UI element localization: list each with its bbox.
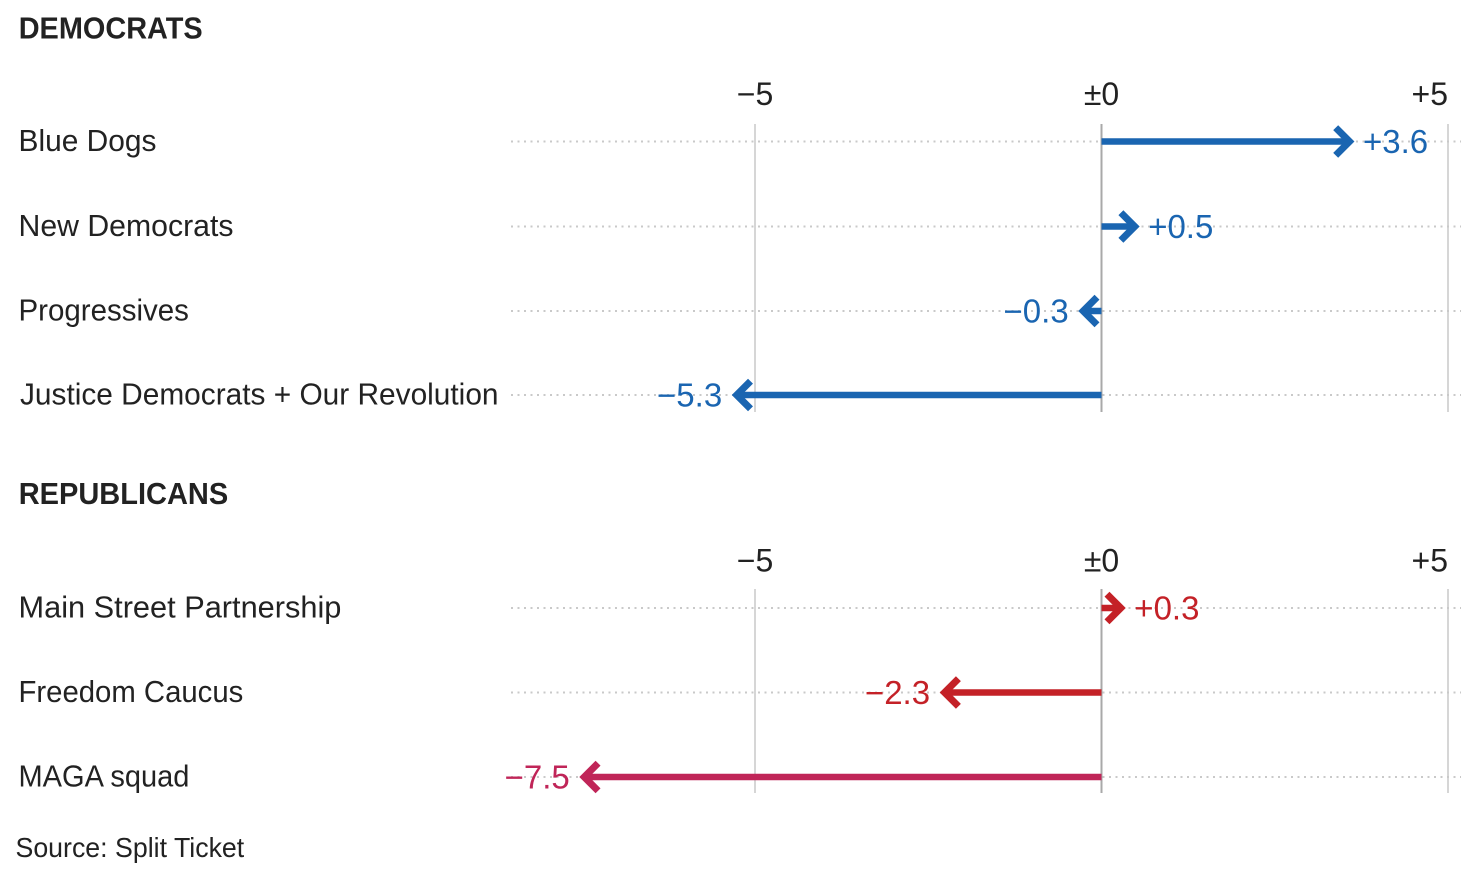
svg-text:−5: −5 bbox=[737, 543, 773, 579]
svg-text:+5: +5 bbox=[1412, 543, 1448, 579]
svg-text:−2.3: −2.3 bbox=[865, 674, 930, 711]
svg-text:−5.3: −5.3 bbox=[657, 377, 722, 414]
svg-text:MAGA squad: MAGA squad bbox=[19, 760, 190, 794]
svg-text:Main Street Partnership: Main Street Partnership bbox=[19, 589, 342, 624]
svg-text:Freedom Caucus: Freedom Caucus bbox=[19, 675, 244, 709]
svg-text:±0: ±0 bbox=[1084, 543, 1119, 579]
svg-text:REPUBLICANS: REPUBLICANS bbox=[19, 477, 229, 511]
svg-text:+0.5: +0.5 bbox=[1148, 208, 1213, 245]
svg-text:+0.3: +0.3 bbox=[1134, 590, 1199, 627]
svg-text:DEMOCRATS: DEMOCRATS bbox=[19, 12, 203, 46]
svg-text:Source: Split Ticket: Source: Split Ticket bbox=[16, 831, 245, 863]
svg-text:New Democrats: New Democrats bbox=[19, 209, 234, 243]
svg-text:±0: ±0 bbox=[1084, 76, 1119, 112]
svg-text:+3.6: +3.6 bbox=[1363, 123, 1428, 160]
svg-text:−0.3: −0.3 bbox=[1004, 293, 1069, 330]
svg-text:−5: −5 bbox=[737, 76, 773, 112]
svg-text:Justice Democrats + Our Revolu: Justice Democrats + Our Revolution bbox=[20, 377, 499, 412]
svg-text:Progressives: Progressives bbox=[19, 294, 189, 328]
svg-text:+5: +5 bbox=[1412, 76, 1448, 112]
svg-text:Blue Dogs: Blue Dogs bbox=[19, 124, 157, 159]
svg-text:−7.5: −7.5 bbox=[505, 759, 570, 796]
